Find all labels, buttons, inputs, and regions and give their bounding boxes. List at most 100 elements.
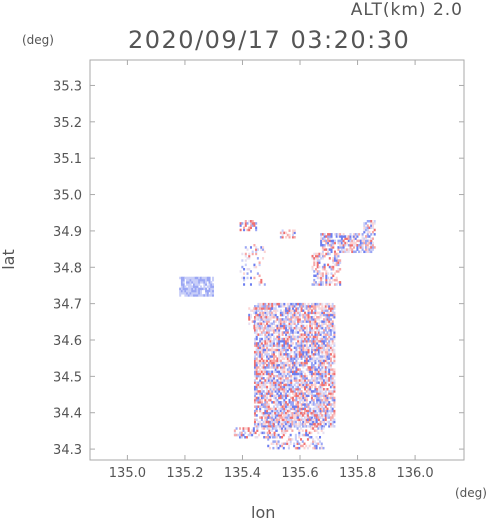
heatmap-cell [205, 278, 208, 282]
heatmap-cell [255, 309, 258, 312]
heatmap-cell [324, 353, 327, 356]
heatmap-cell [288, 333, 291, 336]
heatmap-cell [285, 407, 288, 411]
heatmap-cell [295, 357, 298, 360]
heatmap-cell [246, 272, 249, 275]
heatmap-cell [329, 405, 332, 408]
heatmap-cell [290, 348, 293, 352]
heatmap-cell [320, 241, 323, 245]
heatmap-cell [293, 414, 296, 417]
heatmap-cell [264, 344, 267, 347]
heatmap-cell [272, 366, 275, 369]
heatmap-cell [283, 390, 286, 393]
heatmap-cell [326, 302, 329, 306]
heatmap-cell [324, 416, 327, 419]
heatmap-cell [267, 320, 270, 323]
heatmap-cell [283, 374, 286, 378]
heatmap-cell [321, 357, 324, 360]
heatmap-cell [361, 246, 364, 249]
heatmap-cell [288, 335, 291, 339]
heatmap-cell [260, 313, 263, 317]
heatmap-cell [293, 316, 296, 319]
heatmap-cell [309, 416, 312, 419]
heatmap-cell [335, 283, 338, 286]
heatmap-cell [368, 241, 371, 245]
heatmap-cell [321, 326, 324, 330]
heatmap-cell [321, 383, 324, 387]
heatmap-cell [186, 281, 189, 284]
heatmap-cell [189, 283, 192, 286]
heatmap-cell [333, 396, 336, 400]
heatmap-cell [329, 364, 332, 367]
heatmap-cell [264, 372, 267, 376]
heatmap-cell [274, 355, 277, 358]
heatmap-cell [264, 416, 267, 419]
heatmap-cell [321, 252, 324, 256]
heatmap-cell [259, 394, 262, 398]
heatmap-cell [300, 418, 303, 422]
heatmap-cell [305, 305, 308, 308]
heatmap-cell [368, 248, 371, 251]
heatmap-cell [363, 222, 366, 225]
heatmap-cell [255, 228, 258, 232]
heatmap-cell [293, 305, 296, 308]
heatmap-cell [305, 405, 308, 408]
heatmap-cell [302, 337, 305, 341]
heatmap-cell [274, 313, 277, 317]
heatmap-cell [253, 401, 257, 404]
heatmap-cell [296, 418, 299, 422]
heatmap-cell [297, 394, 300, 398]
heatmap-cell [285, 364, 288, 367]
heatmap-cell [323, 309, 326, 312]
heatmap-cell [314, 342, 317, 345]
heatmap-cell [249, 270, 252, 273]
heatmap-cell [291, 326, 294, 330]
heatmap-cell [344, 237, 347, 240]
heatmap-cell [331, 355, 334, 358]
heatmap-cell [307, 318, 310, 321]
heatmap-cell [324, 414, 327, 417]
heatmap-cell [258, 324, 261, 328]
heatmap-cell [298, 394, 301, 398]
heatmap-cell [313, 446, 316, 450]
heatmap-cell [320, 442, 323, 446]
heatmap-cell [259, 416, 262, 419]
heatmap-cell [262, 366, 265, 369]
heatmap-cell [259, 409, 262, 413]
heatmap-cell [281, 326, 284, 330]
heatmap-cell [253, 425, 257, 428]
heatmap-cell [328, 283, 331, 286]
heatmap-cell [317, 396, 320, 400]
heatmap-cell [332, 278, 335, 282]
heatmap-cell [302, 320, 305, 323]
heatmap-cell [255, 377, 258, 380]
heatmap-cell [309, 324, 312, 328]
heatmap-cell [298, 348, 301, 352]
heatmap-cell [326, 333, 329, 336]
heatmap-cell [288, 337, 291, 341]
heatmap-cell [352, 244, 355, 247]
heatmap-cell [262, 305, 265, 308]
heatmap-cell [244, 222, 247, 225]
heatmap-cell [285, 385, 288, 389]
heatmap-cell [281, 231, 284, 235]
heatmap-cell [254, 436, 257, 439]
heatmap-cell [211, 294, 215, 297]
heatmap-cell [328, 313, 331, 317]
heatmap-cell [255, 307, 258, 310]
heatmap-cell [298, 446, 301, 450]
heatmap-cell [317, 359, 320, 363]
heatmap-cell [283, 401, 286, 404]
heatmap-cell [290, 361, 293, 365]
heatmap-cell [302, 313, 305, 317]
heatmap-cell [285, 335, 288, 339]
heatmap-cell [285, 311, 288, 315]
heatmap-cell [331, 348, 334, 352]
heatmap-cell [321, 392, 324, 395]
heatmap-cell [256, 427, 259, 430]
heatmap-cell [300, 416, 303, 419]
heatmap-cell [328, 318, 331, 321]
heatmap-cell [339, 261, 342, 264]
heatmap-cell [297, 342, 300, 345]
heatmap-cell [262, 412, 265, 415]
